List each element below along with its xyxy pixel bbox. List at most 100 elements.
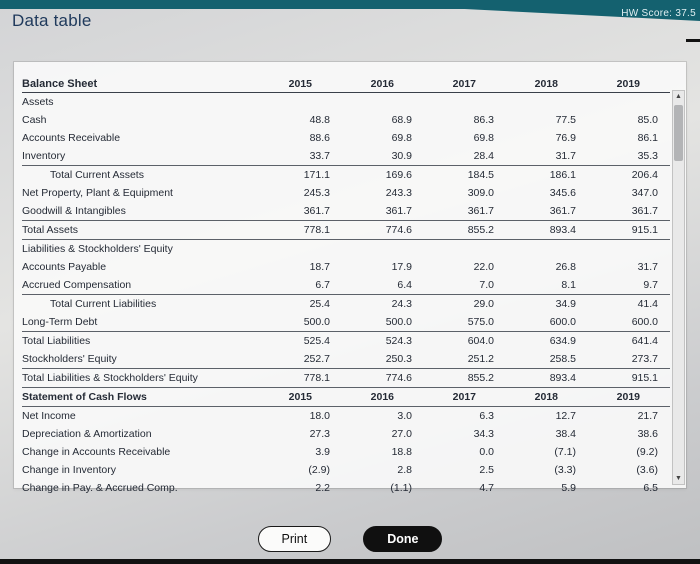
- row-value: (7.1): [554, 446, 576, 458]
- row-value: 778.1: [303, 372, 330, 384]
- row-value: (1.1): [390, 482, 412, 494]
- year-header: 2015: [288, 78, 312, 90]
- print-button[interactable]: Print: [257, 526, 332, 552]
- row-value: 361.7: [303, 205, 330, 217]
- row-value: 893.4: [549, 372, 576, 384]
- row-value: 7.0: [479, 279, 494, 291]
- row-value: (2.9): [308, 464, 330, 476]
- row-value: 86.1: [637, 132, 658, 144]
- row-value: 30.9: [391, 150, 412, 162]
- row-value: 2018: [534, 391, 558, 403]
- row-value: 27.3: [309, 428, 330, 440]
- scrollbar[interactable]: ▲ ▼: [672, 90, 685, 485]
- row-value: 6.5: [643, 482, 658, 494]
- table-row: Net Property, Plant & Equipment 245.3 243.…: [22, 184, 670, 202]
- row-value: 31.7: [637, 261, 658, 273]
- row-value: 243.3: [385, 187, 412, 199]
- row-value: 33.7: [309, 150, 330, 162]
- row-label: Total Assets: [22, 224, 79, 236]
- table-header-row: Balance Sheet 2015 2016 2017 2018 2019: [22, 68, 670, 93]
- row-value: 915.1: [631, 224, 658, 236]
- table-body: Assets Cash 48.8 68.9 86.3 77.5 85.0 Accounts R…: [22, 93, 670, 497]
- table-row: Inventory 33.7 30.9 28.4 31.7 35.3: [22, 147, 670, 166]
- minimize-icon[interactable]: [686, 39, 700, 42]
- row-value: (9.2): [636, 446, 658, 458]
- row-value: 250.3: [385, 353, 412, 365]
- row-value: 6.7: [315, 279, 330, 291]
- table-row: Change in Accounts Receivable 3.9 18.8 0.0 (…: [22, 443, 670, 461]
- row-label: Stockholders' Equity: [22, 353, 117, 365]
- row-label: Cash: [22, 114, 47, 126]
- row-value: 35.3: [637, 150, 658, 162]
- row-value: 169.6: [385, 169, 412, 181]
- row-value: 604.0: [467, 335, 494, 347]
- table-row: Statement of Cash Flows 2015 2016 2017 2018 2…: [22, 388, 670, 407]
- row-label: Total Liabilities: [22, 335, 91, 347]
- row-value: 18.7: [309, 261, 330, 273]
- table-row: Net Income 18.0 3.0 6.3 12.7 21.7: [22, 407, 670, 425]
- row-label: Liabilities & Stockholders' Equity: [22, 243, 173, 255]
- row-value: 29.0: [473, 298, 494, 310]
- row-label: Goodwill & Intangibles: [22, 205, 126, 217]
- score-text: HW Score: 37.5: [621, 8, 696, 19]
- row-value: 575.0: [467, 316, 494, 328]
- scroll-down-icon[interactable]: ▼: [675, 475, 682, 482]
- scroll-up-icon[interactable]: ▲: [675, 93, 682, 100]
- row-value: 2.8: [397, 464, 412, 476]
- row-value: 171.1: [303, 169, 330, 181]
- row-value: 22.0: [473, 261, 494, 273]
- row-value: 855.2: [467, 372, 494, 384]
- row-value: 24.3: [391, 298, 412, 310]
- row-label: Statement of Cash Flows: [22, 391, 147, 403]
- row-value: 5.9: [561, 482, 576, 494]
- row-value: 77.5: [555, 114, 576, 126]
- row-label: Total Liabilities & Stockholders' Equity: [22, 372, 198, 384]
- row-value: 38.4: [555, 428, 576, 440]
- row-value: 88.6: [309, 132, 330, 144]
- row-value: 855.2: [467, 224, 494, 236]
- row-value: 2.2: [315, 482, 330, 494]
- row-value: 25.4: [309, 298, 330, 310]
- row-value: 0.0: [479, 446, 494, 458]
- row-value: 27.0: [391, 428, 412, 440]
- row-value: 76.9: [555, 132, 576, 144]
- score-banner: HW Score: 37.5: [445, 0, 700, 21]
- row-value: 21.7: [637, 410, 658, 422]
- row-value: 85.0: [637, 114, 658, 126]
- row-value: 41.4: [637, 298, 658, 310]
- row-value: 3.0: [397, 410, 412, 422]
- row-value: (3.3): [554, 464, 576, 476]
- table-row: Accounts Receivable 88.6 69.8 69.8 76.9 86.1: [22, 129, 670, 147]
- table-row: Change in Inventory (2.9) 2.8 2.5 (3.3) (3.6): [22, 461, 670, 479]
- row-value: 2.5: [479, 464, 494, 476]
- year-header: 2018: [534, 78, 558, 90]
- top-bar: [0, 0, 700, 9]
- table-title: Balance Sheet: [22, 78, 98, 90]
- row-value: 915.1: [631, 372, 658, 384]
- row-value: 361.7: [549, 205, 576, 217]
- row-value: 600.0: [549, 316, 576, 328]
- row-value: 634.9: [549, 335, 576, 347]
- row-value: 69.8: [391, 132, 412, 144]
- table-row: Liabilities & Stockholders' Equity: [22, 240, 670, 258]
- row-label: Accrued Compensation: [22, 279, 132, 291]
- row-value: 9.7: [643, 279, 658, 291]
- row-label: Change in Pay. & Accrued Comp.: [22, 482, 178, 494]
- year-header: 2016: [370, 78, 394, 90]
- row-value: 641.4: [631, 335, 658, 347]
- table-row: Total Liabilities 525.4 524.3 604.0 634.9 641…: [22, 332, 670, 350]
- row-value: 893.4: [549, 224, 576, 236]
- balance-sheet-table: Balance Sheet 2015 2016 2017 2018 2019 A…: [22, 68, 670, 494]
- row-value: 18.0: [309, 410, 330, 422]
- year-header: 2019: [616, 78, 640, 90]
- row-value: 258.5: [549, 353, 576, 365]
- row-value: 2019: [616, 391, 640, 403]
- done-button[interactable]: Done: [363, 526, 443, 552]
- row-value: 69.8: [473, 132, 494, 144]
- row-value: 361.7: [467, 205, 494, 217]
- row-label: Total Current Assets: [50, 169, 144, 181]
- row-value: 68.9: [391, 114, 412, 126]
- row-value: 600.0: [631, 316, 658, 328]
- scrollbar-thumb[interactable]: [674, 105, 683, 161]
- row-value: 26.8: [555, 261, 576, 273]
